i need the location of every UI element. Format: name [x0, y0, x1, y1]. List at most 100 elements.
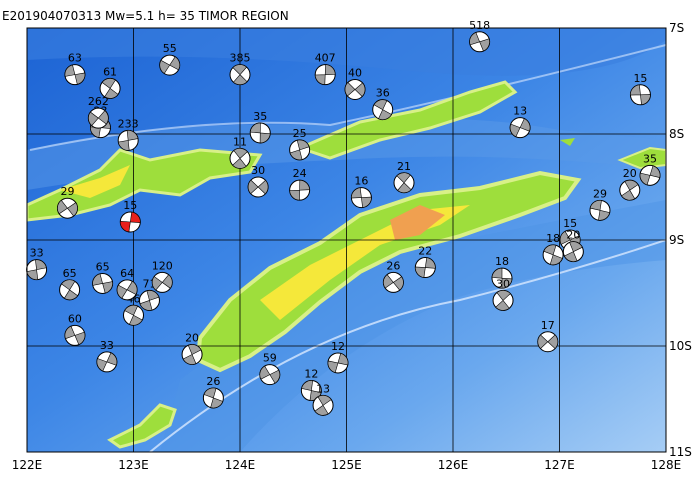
y-tick-label: 11S — [669, 445, 692, 459]
beachball-quadrant — [469, 32, 490, 52]
beachball-quadrant — [101, 78, 119, 99]
depth-label: 120 — [152, 259, 173, 272]
x-tick-label: 124E — [225, 458, 256, 472]
focal-mechanism — [259, 364, 281, 386]
focal-mechanism — [181, 343, 203, 365]
x-tick-label: 122E — [12, 458, 43, 472]
x-tick-label: 123E — [118, 458, 149, 472]
focal-mechanism — [26, 259, 48, 281]
depth-label: 11 — [233, 135, 247, 148]
depth-label: 15 — [123, 199, 137, 212]
focal-mechanism — [229, 64, 251, 86]
depth-label: 30 — [251, 164, 265, 177]
focal-mechanism — [59, 279, 81, 301]
focal-mechanism — [247, 176, 269, 198]
focal-mechanism — [289, 139, 311, 161]
focal-mechanism — [249, 122, 271, 144]
focal-mechanism — [229, 147, 251, 169]
focal-mechanism — [312, 394, 334, 416]
beachball-quadrant — [182, 344, 202, 365]
beachball-quadrant — [119, 211, 141, 233]
depth-label: 30 — [496, 277, 510, 290]
beachball-quadrant — [116, 280, 138, 299]
focal-mechanism — [589, 199, 611, 221]
beachball-quadrant — [630, 84, 651, 106]
beachball-quadrant — [495, 290, 511, 311]
beachball-quadrant — [396, 172, 412, 194]
focal-mechanism — [300, 380, 322, 402]
focal-mechanism — [314, 64, 336, 86]
depth-label: 60 — [68, 312, 82, 325]
depth-label: 407 — [315, 52, 336, 65]
depth-label: 262 — [88, 95, 109, 108]
focal-mechanism — [629, 84, 651, 106]
depth-label: 36 — [376, 87, 390, 100]
beachball-quadrant — [139, 290, 160, 311]
depth-label: 21 — [397, 160, 411, 173]
beachball-quadrant — [351, 187, 372, 208]
depth-label: 12 — [304, 368, 318, 381]
depth-label: 35 — [253, 110, 267, 123]
y-tick-label: 10S — [669, 339, 692, 353]
depth-label: 65 — [63, 267, 77, 280]
depth-label: 18 — [546, 232, 560, 245]
focal-mechanism — [562, 241, 584, 263]
focal-mechanism — [509, 117, 531, 139]
focal-mechanism — [123, 304, 144, 326]
focal-mechanism — [639, 164, 661, 186]
depth-label: 25 — [293, 127, 307, 140]
beachball-quadrant — [314, 64, 336, 85]
focal-mechanism — [372, 99, 394, 121]
focal-mechanism — [289, 179, 311, 201]
beachball-quadrant — [232, 148, 248, 169]
beachball-quadrant — [61, 279, 79, 301]
depth-label: 385 — [230, 52, 251, 65]
depth-label: 40 — [348, 66, 362, 79]
x-tick-label: 128E — [651, 458, 682, 472]
depth-label: 26 — [386, 259, 400, 272]
y-tick-label: 7S — [669, 21, 684, 35]
x-tick-label: 125E — [331, 458, 362, 472]
focal-mechanism — [414, 257, 436, 279]
beachball-quadrant — [57, 199, 78, 217]
focal-mechanism — [619, 179, 641, 201]
depth-label: 22 — [418, 245, 432, 258]
beachball-quadrant — [589, 200, 611, 221]
focal-mechanism — [202, 387, 224, 409]
focal-mechanism — [491, 267, 513, 289]
focal-mechanism — [492, 289, 514, 311]
depth-label: 33 — [100, 339, 114, 352]
depth-label: 20 — [185, 331, 199, 344]
focal-mechanism — [64, 64, 86, 86]
depth-label: 16 — [354, 175, 368, 188]
depth-label: 518 — [469, 19, 490, 32]
depth-label: 65 — [96, 260, 110, 273]
beachball-quadrant — [259, 365, 281, 384]
depth-label: 18 — [495, 255, 509, 268]
depth-label: 35 — [643, 152, 657, 165]
focal-mechanism — [542, 244, 564, 266]
map-frame — [26, 27, 667, 453]
depth-label: 64 — [120, 267, 134, 280]
depth-label: 17 — [541, 319, 555, 332]
focal-mechanism — [469, 31, 491, 53]
beachball-quadrant — [414, 257, 436, 278]
depth-label: 15 — [633, 72, 647, 85]
beachball-quadrant — [92, 273, 113, 294]
focal-mechanism — [393, 172, 415, 194]
depth-label: 20 — [623, 167, 637, 180]
focal-mechanism — [64, 324, 86, 346]
beachball-quadrant — [314, 395, 332, 416]
depth-label: 33 — [30, 247, 44, 260]
depth-label: 63 — [68, 52, 82, 65]
beachball-quadrant — [232, 64, 248, 85]
focal-mechanism — [382, 271, 404, 293]
depth-label: 61 — [103, 65, 117, 78]
beachball-quadrant — [563, 241, 583, 262]
beachball-quadrant — [344, 81, 366, 97]
depth-label: 26 — [206, 375, 220, 388]
beachball-quadrant — [639, 165, 661, 186]
map-title: E201904070313 Mw=5.1 h= 35 TIMOR REGION — [2, 9, 289, 23]
beachball-quadrant — [247, 179, 269, 195]
